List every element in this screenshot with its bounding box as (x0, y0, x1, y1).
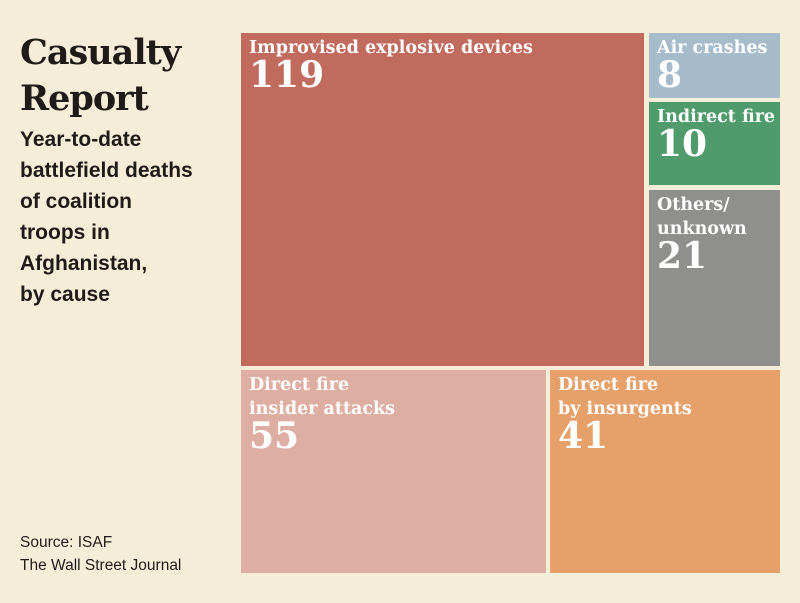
treemap-tile-air (649, 33, 780, 98)
tile-label-others-2: unknown (657, 219, 747, 239)
treemap-tile-insider (241, 370, 546, 573)
source-note: Source: ISAF The Wall Street Journal (20, 531, 181, 577)
subtitle-line-2: battlefield deaths (20, 159, 193, 182)
subtitle-line-6: by cause (20, 283, 110, 306)
tile-label-ied: Improvised explosive devices (249, 38, 533, 58)
tile-label-indirect: Indirect fire (657, 107, 775, 127)
treemap-tile-ied (241, 33, 644, 366)
source-line: Source: ISAF (20, 534, 113, 551)
subtitle-line-5: Afghanistan, (20, 252, 148, 275)
tile-label-insurgents-2: by insurgents (558, 399, 692, 419)
tile-label-air: Air crashes (656, 38, 767, 58)
tile-value-others: 21 (657, 235, 707, 277)
tile-label-insider-2: insider attacks (249, 399, 395, 419)
treemap-tile-others (649, 190, 780, 366)
tile-label-others-1: Others/ (657, 195, 730, 215)
treemap-tile-indirect (649, 102, 780, 185)
tile-label-insider-1: Direct fire (249, 375, 349, 395)
treemap-tile-insurgents (550, 370, 780, 573)
subtitle-line-1: Year-to-date (20, 128, 142, 151)
subtitle-line-3: of coalition (20, 190, 132, 213)
tile-value-insider: 55 (249, 415, 299, 457)
chart-title: Casualty Report (20, 30, 220, 122)
tile-value-air: 8 (657, 54, 682, 96)
tile-value-indirect: 10 (657, 123, 707, 165)
publisher-line: The Wall Street Journal (20, 557, 182, 574)
tile-value-ied: 119 (249, 54, 324, 96)
subtitle-line-4: troops in (20, 221, 110, 244)
title-line-2: Report (20, 78, 149, 119)
tile-label-insurgents-1: Direct fire (558, 375, 658, 395)
title-line-1: Casualty (20, 32, 181, 73)
tile-value-insurgents: 41 (558, 415, 608, 457)
chart-subtitle: Year-to-date battlefield deaths of coali… (20, 124, 230, 310)
